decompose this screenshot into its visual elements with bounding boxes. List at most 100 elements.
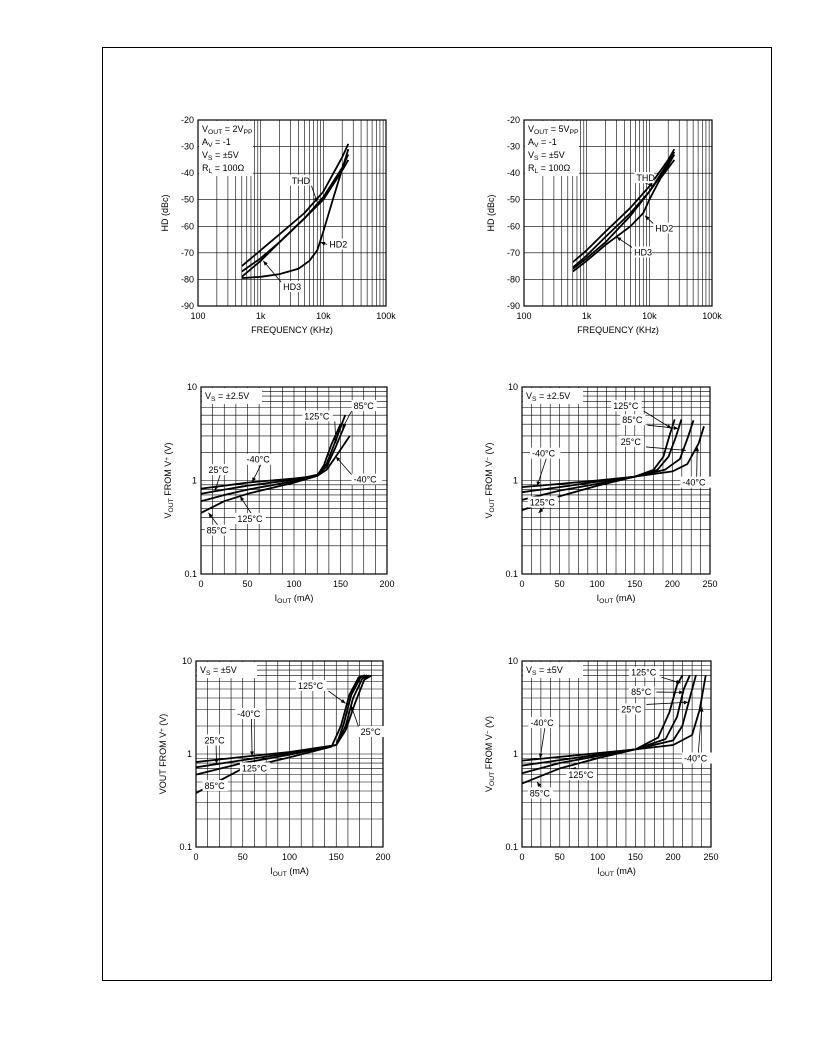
- annotation-arrowhead: [649, 182, 655, 187]
- annotation-label: HD2: [655, 224, 673, 234]
- annotation-arrowhead: [695, 446, 700, 452]
- annotation-arrowhead: [536, 481, 541, 487]
- page-frame: [102, 47, 772, 981]
- y-tick-label: 1: [187, 749, 192, 759]
- x-axis-label: FREQUENCY (KHz): [577, 325, 659, 335]
- annotation-arrowhead: [681, 448, 686, 452]
- annotation-bg: [327, 238, 348, 250]
- annotation-leader: [645, 446, 686, 451]
- series-line: [200, 423, 342, 514]
- series-line: [572, 148, 676, 263]
- annotation-bg: [566, 769, 597, 781]
- x-tick-label: 0: [519, 579, 524, 589]
- series-line: [241, 143, 350, 267]
- annotation-leader: [262, 260, 282, 283]
- annotation-arrowhead: [333, 438, 338, 444]
- annotation-label: 125°C: [631, 667, 657, 677]
- x-tick-label: 100: [590, 852, 605, 862]
- series-line: [521, 675, 707, 762]
- annotation-bg: [281, 281, 302, 293]
- annotation-leader: [696, 446, 698, 478]
- annotation-arrowhead: [616, 236, 622, 242]
- annotation-bg: [239, 762, 271, 774]
- annotation-leader: [536, 458, 547, 487]
- annotation-bg: [302, 410, 333, 422]
- series-line: [572, 151, 676, 270]
- annotation-label: 25°C: [621, 437, 642, 447]
- y-axis-label: VOUT FROM V− (V): [484, 716, 496, 792]
- annotation-arrowhead: [250, 751, 254, 757]
- annotation-arrowhead: [340, 699, 346, 704]
- annotation-arrowhead: [350, 705, 355, 711]
- x-tick-label: 150: [329, 852, 344, 862]
- plot-frame: [197, 119, 387, 307]
- y-tick-label: 0.1: [505, 842, 518, 852]
- y-tick-label: -30: [181, 142, 194, 152]
- y-tick-label: -20: [507, 115, 520, 125]
- annotation-label: 125°C: [237, 514, 263, 524]
- annotation-label: 25°C: [621, 704, 642, 714]
- y-axis-label: VOUT FROM V+ (V): [163, 443, 175, 519]
- annotation-label: -40°C: [354, 475, 378, 485]
- y-tick-label: 10: [508, 382, 518, 392]
- annotation-label: -40°C: [682, 478, 706, 488]
- x-tick-label: 50: [238, 852, 248, 862]
- x-axis-label: IOUT (mA): [275, 593, 314, 605]
- x-axis-label: FREQUENCY (KHz): [251, 325, 333, 335]
- series-line: [521, 419, 676, 512]
- y-axis-label: HD (dBc): [160, 194, 170, 231]
- x-tick-label: 0: [198, 579, 203, 589]
- annotation-bg: [351, 400, 377, 412]
- series-line: [195, 674, 370, 769]
- annotation-label: 85°C: [354, 401, 375, 411]
- annotation-bg: [202, 780, 228, 792]
- annotation-bg: [527, 787, 554, 799]
- x-tick-label: 100k: [376, 311, 396, 321]
- annotation-bg: [530, 447, 561, 459]
- annotation-bg: [351, 473, 383, 485]
- annotation-bg: [202, 734, 228, 746]
- x-tick-label: 50: [555, 579, 565, 589]
- x-tick-label: 200: [665, 579, 680, 589]
- annotation-bg: [611, 400, 642, 412]
- y-tick-label: 0.1: [505, 569, 518, 579]
- y-tick-label: 10: [187, 382, 197, 392]
- annotation-bg: [653, 222, 674, 234]
- x-tick-label: 1k: [582, 311, 592, 321]
- y-tick-label: -40: [181, 168, 194, 178]
- y-tick-label: -70: [181, 248, 194, 258]
- annotation-arrowhead: [320, 241, 326, 246]
- x-tick-label: 200: [375, 852, 390, 862]
- annotation-label: 125°C: [304, 411, 330, 421]
- annotation-bg: [235, 512, 266, 524]
- annotation-arrowhead: [683, 700, 689, 705]
- series-line: [241, 148, 350, 279]
- annotation-label: 125°C: [530, 498, 556, 508]
- annotation-label: 85°C: [631, 687, 652, 697]
- series-line: [195, 674, 368, 776]
- x-tick-label: 200: [379, 579, 394, 589]
- annotation-bg: [244, 453, 276, 465]
- y-axis-label: HD (dBc): [486, 194, 496, 231]
- annotation-label: 125°C: [568, 770, 594, 780]
- series-line: [195, 674, 373, 763]
- annotation-bg: [632, 246, 652, 258]
- annotation-label: 25°C: [209, 465, 230, 475]
- conditions-box: [525, 121, 579, 176]
- y-axis-label: VOUT FROM V− (V): [484, 443, 496, 519]
- annotation-label: 85°C: [204, 781, 225, 791]
- annotation-arrowhead: [313, 197, 318, 203]
- annotation-leader: [643, 410, 672, 429]
- x-tick-label: 50: [555, 852, 565, 862]
- annotation-arrowhead: [538, 508, 544, 513]
- series-line: [521, 420, 695, 494]
- annotation-arrowhead: [699, 707, 704, 712]
- annotation-arrowhead: [335, 456, 341, 462]
- x-tick-label: 10k: [642, 311, 657, 321]
- annotation-leader: [697, 706, 703, 754]
- annotation-bg: [235, 707, 266, 719]
- series-line: [521, 674, 684, 785]
- x-tick-label: 100: [516, 311, 531, 321]
- x-tick-label: 100: [190, 311, 205, 321]
- chart-hd-2vpp: 100 1k 10k 100k -20 -30 -40 -50 -60 -70 -80 -90 FREQ…: [160, 115, 396, 335]
